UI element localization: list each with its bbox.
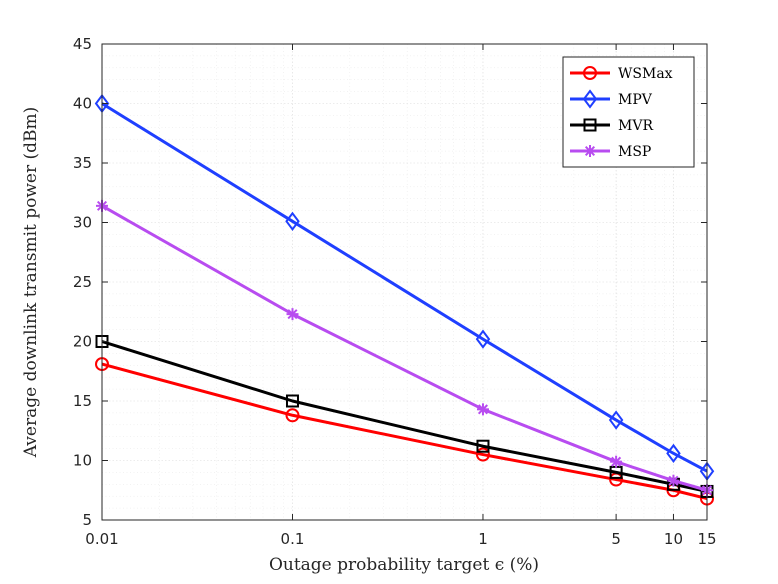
data-point-wsmax	[285, 408, 300, 423]
y-tick-label: 15	[73, 392, 92, 410]
y-tick-label: 30	[73, 214, 92, 232]
legend-label-mvr: MVR	[618, 118, 653, 134]
x-tick-label: 1	[478, 530, 488, 548]
data-point-mpv	[475, 329, 491, 349]
y-tick-label: 5	[82, 511, 92, 529]
data-point-mpv-shape	[475, 329, 491, 349]
data-point-msp-stroke	[668, 475, 679, 486]
x-tick-label: 0.1	[281, 530, 305, 548]
data-point-mvr	[476, 439, 490, 453]
series-line-mpv	[101, 102, 708, 473]
legend-item-wsmax: WSMax	[570, 66, 673, 82]
y-tick-label: 10	[73, 452, 92, 470]
x-tick-label: 0.01	[85, 530, 118, 548]
data-point-wsmax-shape	[285, 408, 300, 423]
data-point-mpv	[666, 443, 681, 464]
data-point-mpv-shape	[285, 211, 300, 231]
data-point-mpv-shape	[608, 410, 624, 430]
data-point-msp-stroke	[477, 404, 488, 415]
data-point-msp-stroke	[287, 309, 298, 320]
x-tick-label: 5	[611, 530, 621, 548]
legend-label-msp: MSP	[618, 144, 651, 160]
data-point-mpv-shape	[666, 443, 681, 464]
legend-marker-wsmax	[583, 66, 597, 80]
y-axis-label: Average downlink transmit power (dBm)	[21, 107, 41, 459]
data-point-mvr-shape	[285, 394, 299, 408]
y-tick-label: 25	[73, 273, 92, 291]
y-tick-label: 40	[73, 95, 92, 113]
data-point-msp	[610, 455, 623, 468]
legend-marker-msp-stroke	[584, 145, 596, 157]
data-point-msp	[476, 403, 489, 416]
y-tick-label: 20	[73, 333, 92, 351]
legend-label-wsmax: WSMax	[618, 66, 673, 82]
x-tick-label: 15	[697, 530, 716, 548]
legend-item-msp: MSP	[570, 144, 651, 160]
legend-marker-mpv	[582, 89, 598, 109]
legend-item-mvr: MVR	[570, 118, 653, 134]
legend: WSMax MPV MVR MSP	[562, 56, 695, 168]
legend-item-mpv: MPV	[570, 89, 653, 109]
data-point-mpv	[608, 410, 624, 430]
y-tick-label: 45	[73, 35, 92, 53]
data-point-mvr-shape	[476, 439, 490, 453]
y-tick-label: 35	[73, 154, 92, 172]
legend-label-mpv: MPV	[618, 92, 653, 108]
x-axis-label: Outage probability target ϵ (%)	[269, 555, 539, 575]
series-mpv	[94, 93, 715, 481]
data-point-wsmax-shape	[475, 447, 490, 462]
data-point-msp	[286, 308, 299, 321]
x-tick-label: 10	[664, 530, 683, 548]
data-point-msp	[667, 474, 680, 487]
data-point-mpv	[285, 211, 300, 231]
legend-marker-wsmax-shape	[583, 66, 597, 80]
series-line-msp	[101, 204, 708, 492]
legend-marker-msp	[584, 145, 596, 157]
legend-marker-mvr	[583, 118, 597, 132]
data-point-mvr	[285, 394, 299, 408]
series-layer	[94, 93, 715, 506]
data-point-msp-stroke	[611, 456, 622, 467]
data-point-wsmax	[475, 447, 490, 462]
legend-marker-mpv-shape	[582, 89, 598, 109]
legend-marker-mvr-shape	[583, 118, 597, 132]
